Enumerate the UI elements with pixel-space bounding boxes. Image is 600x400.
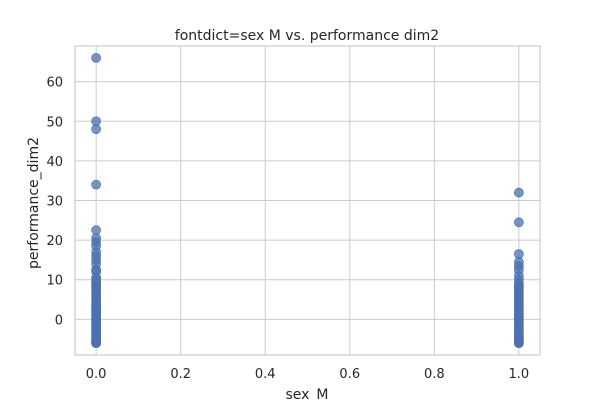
data-point xyxy=(513,217,524,228)
x-tick-label: 0.2 xyxy=(170,367,191,382)
y-tick-label: 30 xyxy=(46,195,63,210)
plot-frame xyxy=(74,45,541,356)
x-tick-label: 0.0 xyxy=(86,367,107,382)
y-tick-label: 0 xyxy=(55,313,63,328)
x-tick-label: 0.6 xyxy=(339,367,360,382)
data-point xyxy=(513,187,524,198)
x-tick-label: 0.8 xyxy=(424,367,445,382)
y-axis-label: performance_dim2 xyxy=(26,137,42,269)
x-tick-label: 0.4 xyxy=(255,367,276,382)
y-tick-label: 60 xyxy=(46,76,63,91)
x-axis-label: sex_M xyxy=(285,387,328,400)
y-tick-label: 40 xyxy=(46,155,63,170)
data-point xyxy=(513,334,524,345)
tick-labels: 0.0 0.2 0.4 0.6 0.8 1.0 0 10 20 30 40 50 60 xyxy=(46,76,529,382)
data-points xyxy=(91,52,524,349)
grid xyxy=(75,46,540,355)
y-tick-label: 10 xyxy=(46,274,63,289)
x-tick-label: 1.0 xyxy=(509,367,530,382)
data-point xyxy=(91,52,102,63)
y-tick-label: 20 xyxy=(46,234,63,249)
data-point xyxy=(91,179,102,190)
data-point xyxy=(91,124,102,135)
data-point xyxy=(91,302,102,313)
chart-title: fontdict=sex M vs. performance dim2 xyxy=(175,28,439,44)
y-tick-label: 50 xyxy=(46,115,63,130)
